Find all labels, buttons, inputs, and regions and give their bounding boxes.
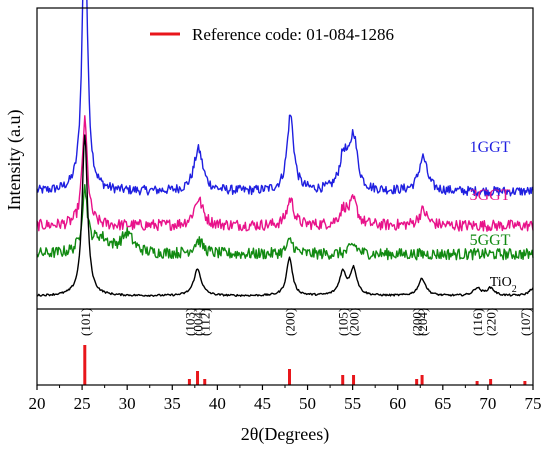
x-axis-title: 2θ(Degrees): [241, 424, 330, 445]
reference-label: (200): [283, 308, 298, 336]
reference-label: (112): [198, 308, 213, 336]
reference-label: (220): [484, 308, 499, 336]
x-tick-label: 50: [299, 394, 316, 413]
series-line-5ggt: [36, 184, 534, 261]
reference-label: (204): [415, 308, 430, 336]
x-tick-label: 20: [29, 394, 46, 413]
legend: Reference code: 01-084-1286: [150, 25, 394, 44]
x-tick-label: 25: [74, 394, 91, 413]
x-tick-label: 75: [525, 394, 542, 413]
x-tick-label: 70: [479, 394, 496, 413]
series-line-3ggt: [36, 115, 534, 232]
x-tick-label: 30: [119, 394, 136, 413]
series-label: 5GGT: [470, 232, 511, 249]
reference-label: (200): [347, 308, 362, 336]
reference-labels: (101) (103)(004)(112) (200) (105)(200) (200)…: [78, 308, 533, 336]
xrd-patterns: [36, 0, 534, 297]
x-tick-label: 45: [254, 394, 271, 413]
x-tick-label: 35: [164, 394, 181, 413]
reference-label: (101): [78, 308, 93, 336]
y-axis-title: Intensity (a.u): [4, 110, 25, 211]
reference-label: (103): [182, 308, 197, 336]
series-label: 1GGT: [470, 139, 511, 156]
x-axis-ticks: 20 25 30 35 40 45 50 55 60 65 70 75: [29, 385, 542, 413]
reference-label: (105): [336, 308, 351, 336]
x-tick-label: 60: [389, 394, 406, 413]
x-tick-label: 65: [434, 394, 451, 413]
series-label: TiO2: [490, 275, 517, 295]
series-label: 3GGT: [470, 187, 511, 204]
reference-label: (200): [410, 308, 425, 336]
reference-bars: [83, 345, 527, 385]
series-label-subscript: 2: [512, 284, 517, 295]
legend-label: Reference code: 01-084-1286: [192, 25, 394, 44]
reference-label: (107): [518, 308, 533, 336]
series-line-1ggt: [36, 0, 534, 197]
reference-label: (116): [470, 308, 485, 336]
x-tick-label: 40: [209, 394, 226, 413]
reference-label: (004): [191, 308, 206, 336]
x-tick-label: 55: [344, 394, 361, 413]
series-labels: 1GGT 3GGT 5GGT TiO2: [470, 139, 517, 295]
series-line-tio: [36, 134, 534, 297]
